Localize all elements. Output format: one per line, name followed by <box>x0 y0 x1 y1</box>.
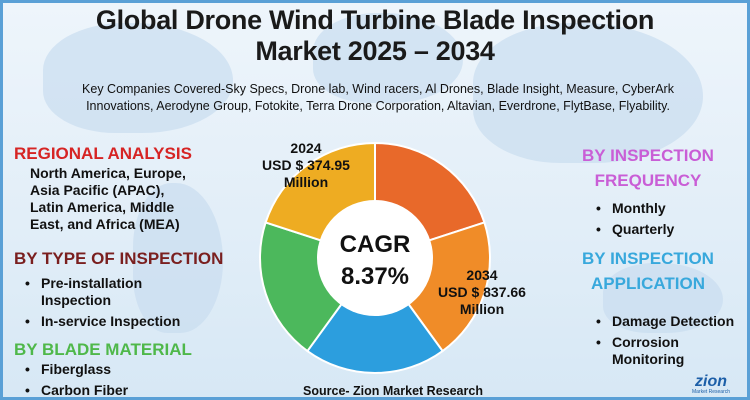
regional-line-1: North America, Europe, <box>30 165 186 181</box>
source-text: Source- Zion Market Research <box>303 384 483 398</box>
end-value: USD $ 837.66 <box>438 284 526 300</box>
inspection-frequency-list: Monthly Quarterly <box>594 200 674 242</box>
title-line-1: Global Drone Wind Turbine Blade Inspecti… <box>95 5 655 35</box>
title-line-2: Market 2025 – 2034 <box>255 36 495 66</box>
donut-chart: CAGR 8.37% <box>259 141 491 374</box>
companies-line-1: Key Companies Covered-Sky Specs, Drone l… <box>82 82 674 96</box>
start-unit: Million <box>283 174 329 190</box>
list-item: Fiberglass <box>23 361 128 378</box>
list-item: Carbon Fiber <box>23 382 128 397</box>
inspection-application-heading: BY INSPECTION APPLICATION <box>582 249 714 293</box>
start-value: USD $ 374.95 <box>262 157 350 173</box>
cagr-value: 8.37% <box>341 263 409 290</box>
page-title: Global Drone Wind Turbine Blade Inspecti… <box>3 5 747 67</box>
regional-line-2: Asia Pacific (APAC), <box>30 182 165 198</box>
blade-material-heading: BY BLADE MATERIAL <box>14 340 192 359</box>
map-shape-north-america <box>43 23 233 133</box>
type-of-inspection-heading: BY TYPE OF INSPECTION <box>14 249 224 268</box>
blade-material-list: Fiberglass Carbon Fiber <box>23 361 128 397</box>
list-item: Damage Detection <box>594 313 734 330</box>
regional-line-4: East, and Africa (MEA) <box>30 216 180 232</box>
regional-analysis-text: North America, Europe, Asia Pacific (APA… <box>30 165 186 233</box>
companies-line-2: Innovations, Aerodyne Group, Fotokite, T… <box>86 99 670 113</box>
end-unit: Million <box>459 301 505 317</box>
key-companies: Key Companies Covered-Sky Specs, Drone l… <box>33 81 723 115</box>
regional-line-3: Latin America, Middle <box>30 199 175 215</box>
list-item: Monthly <box>594 200 674 217</box>
zion-logo: zion Market Research <box>679 373 743 396</box>
donut-center-circle <box>317 200 433 316</box>
end-year: 2034 <box>466 267 498 283</box>
list-item: In-service Inspection <box>23 313 180 330</box>
map-shape-europe <box>313 13 463 103</box>
inspection-frequency-heading: BY INSPECTION FREQUENCY <box>582 146 714 190</box>
end-value-annotation: 2034 USD $ 837.66 Million <box>423 267 541 318</box>
regional-analysis-heading: REGIONAL ANALYSIS <box>14 144 192 163</box>
start-value-annotation: 2024 USD $ 374.95 Million <box>247 140 365 191</box>
cagr-label: CAGR <box>340 231 411 258</box>
start-year: 2024 <box>290 140 322 156</box>
logo-sub: Market Research <box>691 389 731 395</box>
list-item: Quarterly <box>594 221 674 238</box>
logo-main: zion <box>695 373 727 390</box>
map-shape-asia <box>473 23 703 163</box>
